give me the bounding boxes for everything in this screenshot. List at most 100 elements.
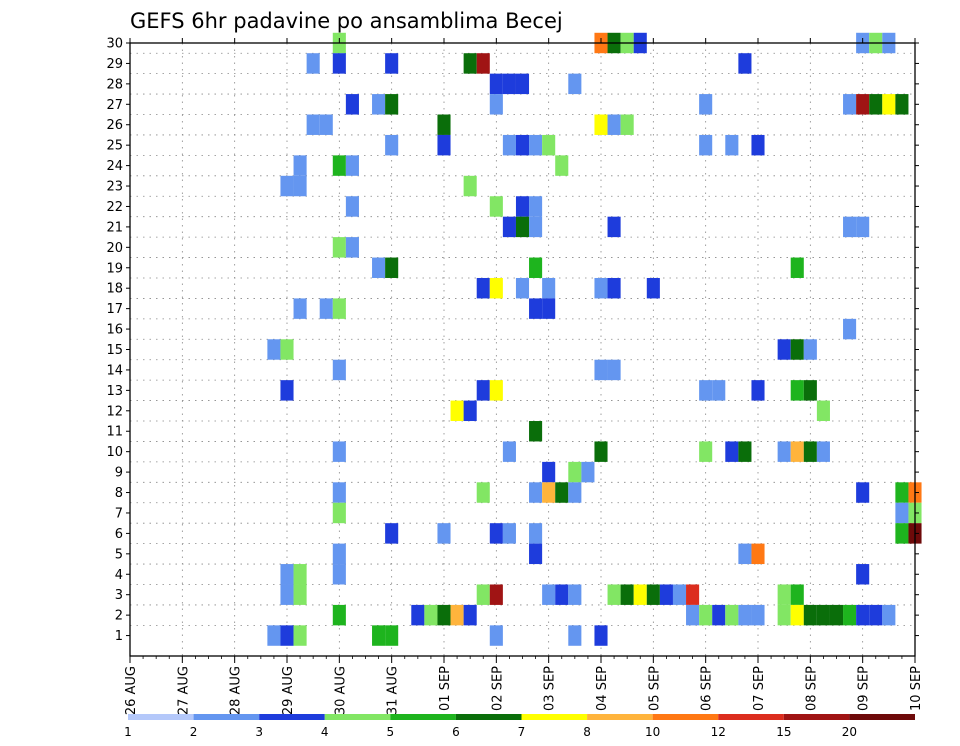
colorbar-label: 8 — [583, 725, 591, 739]
heatmap-cell — [895, 523, 909, 544]
colorbar-segment — [390, 714, 456, 720]
heatmap-cell — [895, 482, 909, 503]
heatmap-cell — [555, 482, 569, 503]
heatmap-cell — [646, 277, 660, 299]
heatmap-cell — [437, 114, 451, 135]
y-tick-label: 12 — [106, 404, 123, 419]
heatmap-cell — [332, 53, 346, 74]
colorbar-segment — [652, 714, 719, 720]
heatmap-cell — [790, 604, 804, 626]
heatmap-cell — [437, 523, 451, 544]
y-tick-label: 10 — [106, 445, 123, 460]
colorbar-label: 2 — [190, 725, 198, 739]
colorbar-label: 3 — [255, 725, 263, 739]
heatmap-cell — [594, 114, 608, 135]
heatmap-cell — [293, 155, 307, 176]
heatmap-cell — [751, 134, 765, 156]
heatmap-cell — [489, 584, 503, 605]
colorbar-label: 6 — [452, 725, 460, 739]
y-tick-label: 18 — [106, 282, 123, 297]
x-tick-label: 10 SEP — [909, 666, 924, 711]
heatmap-cell — [293, 175, 307, 197]
heatmap-cell — [306, 114, 320, 135]
heatmap-cell — [699, 94, 713, 115]
colorbar-label: 5 — [387, 725, 395, 739]
heatmap-cell — [332, 359, 346, 381]
heatmap-cell — [607, 277, 621, 299]
heatmap-cell — [476, 53, 490, 74]
heatmap-cell — [267, 625, 281, 646]
y-tick-label: 3 — [115, 588, 123, 603]
colorbar-segment — [587, 714, 653, 720]
heatmap-cell — [280, 175, 294, 197]
heatmap-cell — [816, 604, 830, 626]
x-tick-label: 30 AUG — [333, 666, 348, 715]
heatmap-cell — [515, 277, 530, 299]
heatmap-cell — [489, 94, 503, 115]
heatmap-cell — [699, 134, 713, 156]
x-tick-label: 08 SEP — [804, 666, 819, 711]
heatmap-cell — [568, 625, 582, 646]
y-tick-label: 22 — [106, 200, 123, 215]
heatmap-cell — [463, 53, 477, 74]
heatmap-cell — [594, 441, 608, 462]
heatmap-cell — [529, 216, 543, 238]
heatmap-cell — [463, 175, 477, 197]
heatmap-cell — [581, 461, 595, 483]
heatmap-cell — [790, 584, 804, 605]
heatmap-cell — [280, 564, 294, 585]
y-tick-label: 20 — [106, 241, 123, 256]
heatmap-cell — [843, 216, 857, 238]
heatmap-cell — [280, 339, 294, 360]
heatmap-cell — [790, 380, 804, 401]
heatmap-cell — [385, 625, 399, 646]
heatmap-cell — [542, 461, 556, 483]
heatmap-cell — [529, 421, 543, 442]
heatmap-cell — [515, 134, 530, 156]
heatmap-cell — [529, 134, 543, 156]
heatmap-cell — [568, 482, 582, 503]
heatmap-cell — [332, 482, 346, 503]
heatmap-cell — [293, 298, 307, 319]
heatmap-cell — [529, 523, 543, 544]
heatmap-cell — [437, 604, 451, 626]
heatmap-cell — [542, 277, 556, 299]
heatmap-cell — [659, 584, 673, 605]
heatmap-cell — [332, 543, 346, 565]
heatmap-cell — [280, 380, 294, 401]
colorbar-segment — [849, 714, 915, 720]
y-tick-label: 9 — [115, 466, 123, 481]
heatmap-cell — [502, 216, 516, 238]
heatmap-cells — [267, 32, 922, 646]
heatmap-cell — [869, 94, 883, 115]
heatmap-cell — [751, 380, 765, 401]
heatmap-cell — [738, 53, 752, 74]
x-tick-label: 01 SEP — [438, 666, 453, 711]
colorbar-label: 7 — [518, 725, 526, 739]
heatmap-cell — [529, 257, 543, 278]
y-tick-label: 27 — [106, 98, 123, 113]
heatmap-cell — [555, 584, 569, 605]
heatmap-cell — [293, 564, 307, 585]
y-tick-label: 7 — [115, 506, 123, 521]
heatmap-cell — [568, 461, 582, 483]
heatmap-cell — [385, 94, 399, 115]
heatmap-cell — [777, 441, 791, 462]
heatmap-cell — [751, 543, 765, 565]
heatmap-cell — [529, 543, 543, 565]
heatmap-cell — [738, 543, 752, 565]
heatmap-cell — [542, 134, 556, 156]
heatmap-cell — [856, 564, 870, 585]
colorbar-label: 12 — [711, 725, 726, 739]
heatmap-cell — [345, 155, 359, 176]
y-tick-label: 19 — [106, 261, 123, 276]
heatmap-cell — [856, 604, 870, 626]
y-tick-label: 13 — [106, 384, 123, 399]
heatmap-cell — [816, 400, 830, 422]
y-tick-label: 2 — [115, 609, 123, 624]
y-tick-label: 6 — [115, 527, 123, 542]
heatmap-cell — [280, 584, 294, 605]
heatmap-cell — [385, 53, 399, 74]
heatmap-cell — [411, 604, 425, 626]
